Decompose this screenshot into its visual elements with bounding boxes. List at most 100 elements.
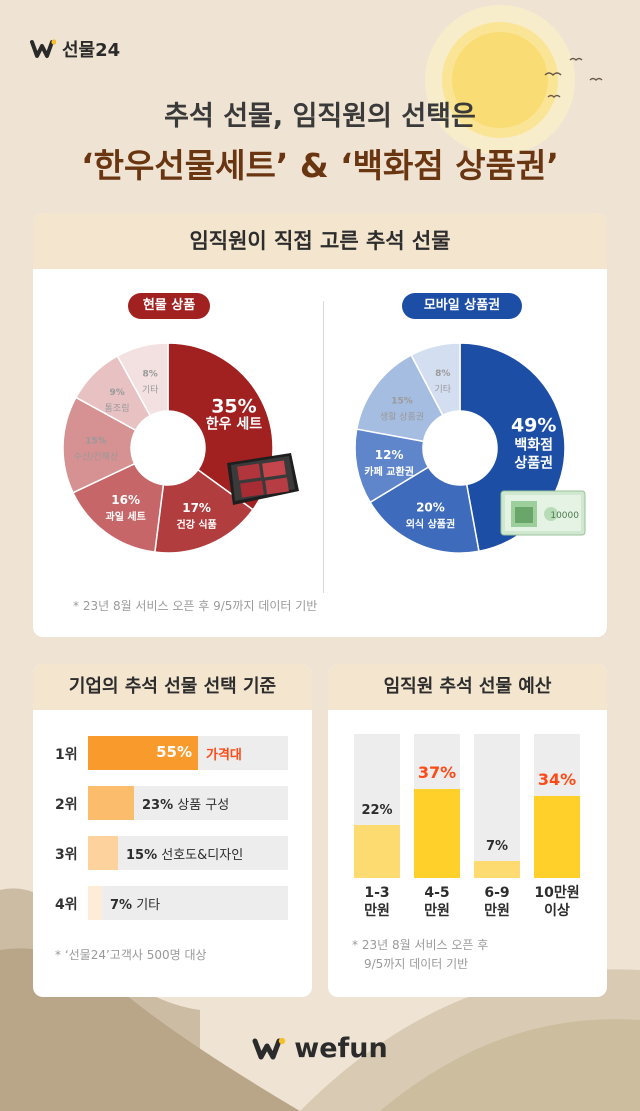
budget-category-line: 만원 (424, 903, 450, 919)
budget-category-line: 6-9 (484, 885, 510, 901)
mobile-slice-3 (355, 354, 444, 443)
budget-category: 10만원 이상 (522, 884, 592, 920)
mobile-slice-value-4: 8% (435, 369, 450, 379)
mobile-slice-value-3: 15% (391, 396, 413, 406)
criteria-category: 기타 (132, 898, 161, 913)
mobile-slice-label-4: 8% 기타 (434, 369, 451, 395)
budget-bar (414, 789, 460, 878)
criteria-rank: 4위 (55, 897, 78, 913)
criteria-category: 가격대 (206, 748, 242, 763)
physical-slice-label-3: 15% 수산/건해산 (74, 437, 118, 463)
budget-bar (354, 825, 400, 878)
budget-category-line: 만원 (484, 903, 510, 919)
footer-brand: wefun (294, 1033, 388, 1064)
physical-slice-2 (71, 462, 165, 554)
criteria-row: 3위 15% 선호도&디자인 (33, 836, 312, 870)
headline-line1: 추석 선물, 임직원의 선택은 (164, 101, 476, 132)
selection-criteria-card: 기업의 추석 선물 선택 기준 1위 55% 가격대 2위 23% 상품 구성 3위 15%… (33, 664, 312, 997)
mobile-slice-value-0: 49% (511, 414, 556, 436)
budget-value: 34% (537, 770, 577, 789)
hanwoo-gift-box-icon (227, 453, 299, 505)
budget-bar (474, 861, 520, 878)
criteria-rank: 1위 (55, 747, 78, 763)
physical-slice-name-3: 수산/건해산 (74, 452, 118, 463)
mobile-slice-name-4: 기타 (434, 384, 451, 395)
physical-slice-name-1: 건강 식품 (176, 518, 216, 531)
mobile-slice-label-2: 12% 카페 교환권 (364, 448, 413, 478)
physical-goods-pie-chart: 35%한우 세트 17% 건강 식품 16% 과일 세트 15% 수산/건해산 9% 통조림 8%… (62, 342, 274, 554)
top-card-note: * 23년 8월 서비스 오픈 후 9/5까지 데이터 기반 (73, 599, 318, 613)
physical-slice-value-5: 8% (142, 369, 157, 379)
physical-slice-value-4: 9% (109, 388, 124, 398)
voucher-amount: 10000 (550, 511, 579, 521)
budget-category-line: 10만원 (534, 885, 580, 901)
physical-slice-5 (116, 342, 169, 417)
criteria-bar (88, 736, 198, 770)
budget-value: 37% (417, 763, 457, 782)
physical-slice-label-1: 17% 건강 식품 (176, 501, 216, 531)
footer-logo: wefun (0, 1033, 640, 1064)
budget-card-note-line2: 9/5까지 데이터 기반 (364, 957, 469, 971)
budget-card-note-line1: * 23년 8월 서비스 오픈 후 (352, 938, 489, 952)
criteria-track (88, 836, 288, 870)
budget-category: 6-9 만원 (462, 884, 532, 920)
criteria-row: 2위 23% 상품 구성 (33, 786, 312, 820)
criteria-track (88, 886, 288, 920)
criteria-value: 15% (126, 848, 158, 863)
criteria-label: 15% 선호도&디자인 (126, 844, 243, 863)
physical-slice-3 (62, 396, 137, 494)
mobile-slice-label-1: 20% 외식 상품권 (406, 501, 455, 531)
physical-slice-label-4: 9% 통조림 (105, 388, 130, 414)
brand-logo: 선물24 (30, 36, 120, 62)
mobile-slice-name-0: 백화점 (514, 436, 553, 453)
physical-slice-value-0: 35% (211, 395, 256, 417)
budget-category-line: 만원 (364, 903, 390, 919)
criteria-value: 7% (110, 898, 133, 913)
gift-voucher-icon: 10000 (500, 490, 586, 536)
mobile-voucher-pill: 모바일 상품권 (402, 293, 522, 319)
physical-slice-value-1: 17% (182, 501, 211, 515)
headline-line2: ‘한우선물세트’ & ‘백화점 상품권’ (81, 146, 559, 185)
top-gift-card: 임직원이 직접 고른 추석 선물 현물 상품 모바일 상품권 35% 한우 세트 1… (33, 213, 607, 637)
mobile-slice-value-2: 12% (375, 448, 404, 462)
criteria-row: 4위 7% 기타 (33, 886, 312, 920)
mobile-slice-name-3: 생활 상품권 (380, 410, 424, 422)
criteria-category: 상품 구성 (173, 798, 230, 813)
budget-column (474, 734, 520, 878)
physical-slice-1 (154, 468, 254, 554)
budget-card-title: 임직원 추석 선물 예산 (328, 664, 607, 710)
physical-slice-label-0: 35%한우 세트 (206, 395, 263, 432)
budget-column (354, 734, 400, 878)
top-card-title: 임직원이 직접 고른 추석 선물 (33, 213, 607, 269)
budget-column (534, 734, 580, 878)
physical-slice-name-0: 한우 세트 (206, 416, 263, 432)
mobile-slice-value-1: 20% (416, 501, 445, 515)
footer-w-icon (252, 1037, 286, 1059)
physical-slice-name-5: 기타 (142, 384, 159, 395)
criteria-row: 1위 55% 가격대 (33, 736, 312, 770)
mobile-slice-name-1: 외식 상품권 (406, 518, 455, 531)
budget-value: 22% (361, 803, 393, 818)
physical-slice-value-3: 15% (85, 437, 107, 447)
criteria-label: 7% 기타 (110, 894, 160, 913)
criteria-card-title: 기업의 추석 선물 선택 기준 (33, 664, 312, 710)
criteria-bar (88, 836, 118, 870)
physical-slice-name-2: 과일 세트 (106, 510, 146, 523)
physical-goods-pill: 현물 상품 (128, 293, 210, 319)
budget-value: 7% (485, 839, 509, 854)
budget-category: 1-3 만원 (342, 884, 412, 920)
criteria-card-note: * ‘선물24’고객사 500명 대상 (55, 948, 207, 962)
budget-category: 4-5 만원 (402, 884, 472, 920)
budget-category-line: 4-5 (424, 885, 450, 901)
budget-bar (534, 796, 580, 878)
brand-w-icon (30, 39, 56, 58)
physical-slice-value-2: 16% (111, 493, 140, 507)
criteria-category: 선호도&디자인 (157, 848, 244, 863)
criteria-bar (88, 886, 102, 920)
criteria-rank: 2위 (55, 797, 78, 813)
gift-budget-card: 임직원 추석 선물 예산 22% 1-3 만원 37% 4-5 만원 7% 6-9 만원 34% 1… (328, 664, 607, 997)
physical-slice-label-2: 16% 과일 세트 (106, 493, 146, 523)
mobile-slice-name-2: 카페 교환권 (364, 465, 413, 478)
